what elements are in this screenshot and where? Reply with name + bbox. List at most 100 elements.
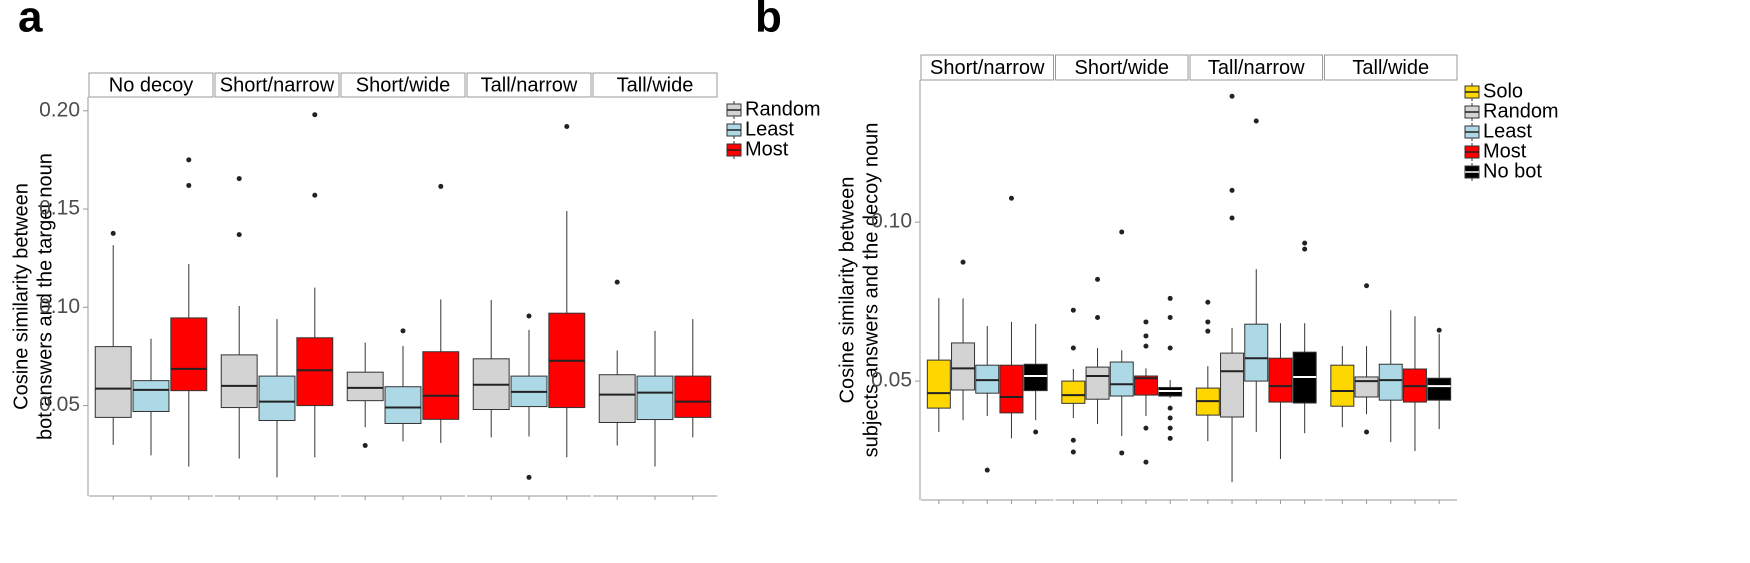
- outlier: [1253, 118, 1259, 124]
- outlier: [1167, 345, 1173, 351]
- outlier: [1033, 429, 1039, 435]
- outlier: [1364, 283, 1370, 289]
- outlier: [1364, 429, 1370, 435]
- box: [1133, 375, 1158, 396]
- facet-strip: [592, 72, 718, 98]
- outlier: [564, 123, 570, 129]
- outlier: [1229, 215, 1235, 221]
- box: [1378, 363, 1403, 401]
- outlier: [1167, 435, 1173, 441]
- outlier: [1143, 343, 1149, 349]
- legend-label: Least: [1483, 120, 1532, 142]
- legend-label: No bot: [1483, 160, 1542, 182]
- outlier: [526, 313, 532, 319]
- outlier: [186, 157, 192, 163]
- outlier: [1167, 405, 1173, 411]
- facet-strip: [214, 72, 340, 98]
- outlier: [1436, 327, 1442, 333]
- box: [1330, 364, 1355, 407]
- outlier: [1229, 187, 1235, 193]
- outlier: [400, 328, 406, 334]
- box: [422, 351, 460, 420]
- y-tick-label: 0.05: [39, 393, 80, 416]
- facet-strip: [340, 72, 466, 98]
- legend-label: Most: [1483, 140, 1527, 162]
- facet-label: Tall/narrow: [481, 74, 578, 96]
- panel-label: a: [18, 0, 43, 42]
- box: [999, 364, 1024, 414]
- box: [220, 354, 258, 409]
- outlier: [984, 467, 990, 473]
- box: [636, 375, 674, 421]
- outlier: [1119, 450, 1125, 456]
- y-tick-label: 0.05: [871, 369, 912, 392]
- outlier: [1302, 240, 1308, 246]
- box: [94, 346, 132, 418]
- outlier: [1205, 328, 1211, 334]
- outlier: [1167, 315, 1173, 321]
- facet-label: Short/narrow: [220, 74, 335, 96]
- legend-label: Least: [745, 118, 794, 140]
- outlier: [1095, 276, 1101, 282]
- facet-strip: [466, 72, 592, 98]
- outlier: [1095, 315, 1101, 321]
- facet-label: Short/wide: [356, 74, 451, 96]
- facet-strip: [1324, 54, 1458, 81]
- facet-label: Short/narrow: [930, 57, 1045, 79]
- box: [1085, 366, 1110, 400]
- outlier: [1143, 319, 1149, 325]
- facet-label: Short/wide: [1075, 57, 1170, 79]
- facet-label: Tall/wide: [617, 74, 694, 96]
- facet-strip: [920, 54, 1054, 81]
- outlier: [186, 182, 192, 188]
- box: [1268, 357, 1293, 403]
- box: [346, 371, 384, 402]
- outlier: [1229, 93, 1235, 99]
- outlier: [960, 259, 966, 265]
- outlier: [1302, 246, 1308, 252]
- outlier: [1143, 425, 1149, 431]
- outlier: [614, 279, 620, 285]
- legend-label: Random: [745, 98, 821, 120]
- facet-label: No decoy: [109, 74, 194, 96]
- box: [384, 386, 422, 424]
- y-tick-label: 0.20: [39, 98, 80, 121]
- outlier: [1070, 307, 1076, 313]
- outlier: [312, 112, 318, 118]
- facet-strip: [1189, 54, 1323, 81]
- facet-strip: [1055, 54, 1189, 81]
- box: [1244, 323, 1269, 382]
- y-axis-label: Cosine similarity between: [836, 177, 858, 404]
- outlier: [1167, 425, 1173, 431]
- box: [1354, 376, 1379, 398]
- outlier: [1205, 319, 1211, 325]
- facet-label: Tall/wide: [1352, 57, 1429, 79]
- outlier: [362, 442, 368, 448]
- y-tick-label: 0.15: [39, 197, 80, 220]
- box: [1023, 363, 1048, 392]
- box: [296, 337, 334, 407]
- facet-label: Tall/narrow: [1208, 57, 1305, 79]
- legend-label: Solo: [1483, 80, 1523, 102]
- panel-label: b: [755, 0, 782, 42]
- box: [1109, 361, 1134, 397]
- outlier: [438, 183, 444, 189]
- box: [951, 342, 976, 391]
- y-axis-label: bot answers and the target noun: [34, 153, 56, 440]
- box: [1427, 377, 1452, 401]
- outlier: [1167, 415, 1173, 421]
- outlier: [236, 176, 242, 182]
- outlier: [1008, 195, 1014, 201]
- y-tick-label: 0.10: [871, 210, 912, 233]
- outlier: [1070, 449, 1076, 455]
- box: [1061, 380, 1086, 404]
- outlier: [312, 192, 318, 198]
- y-tick-label: 0.10: [39, 295, 80, 318]
- facet-strip: [88, 72, 214, 98]
- outlier: [1070, 437, 1076, 443]
- legend-label: Most: [745, 138, 789, 160]
- y-axis-label: subjects answers and the decoy noun: [860, 123, 882, 458]
- legend-label: Random: [1483, 100, 1559, 122]
- outlier: [1167, 295, 1173, 301]
